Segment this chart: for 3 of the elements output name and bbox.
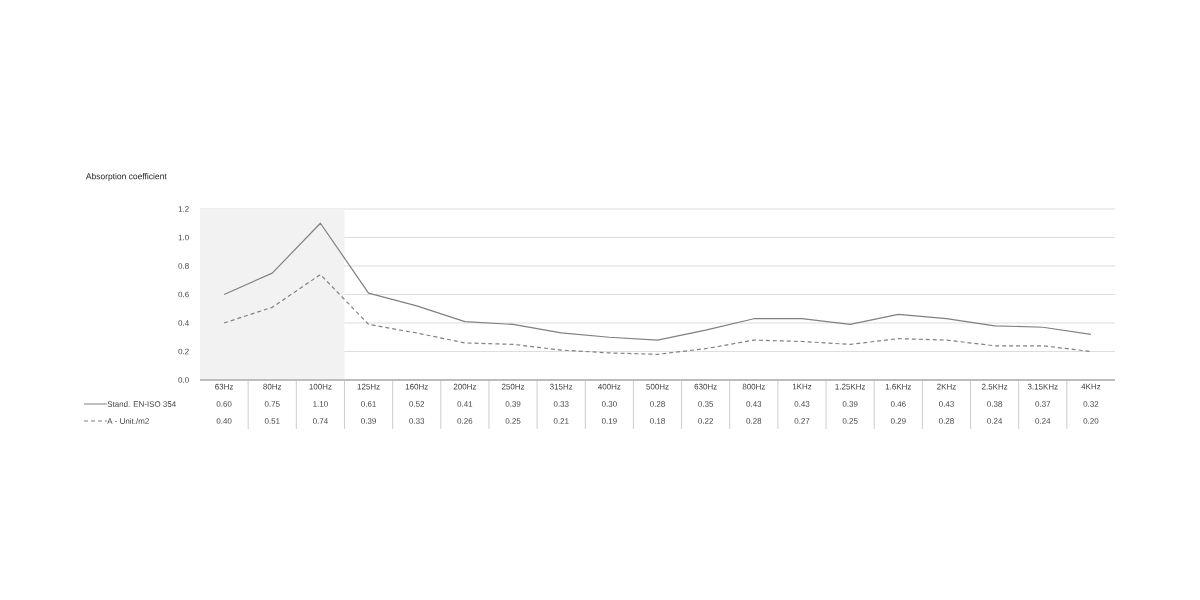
line-series (223, 222, 1092, 341)
line-series (223, 273, 1092, 355)
text: Absorption coefficient (85, 173, 167, 181)
